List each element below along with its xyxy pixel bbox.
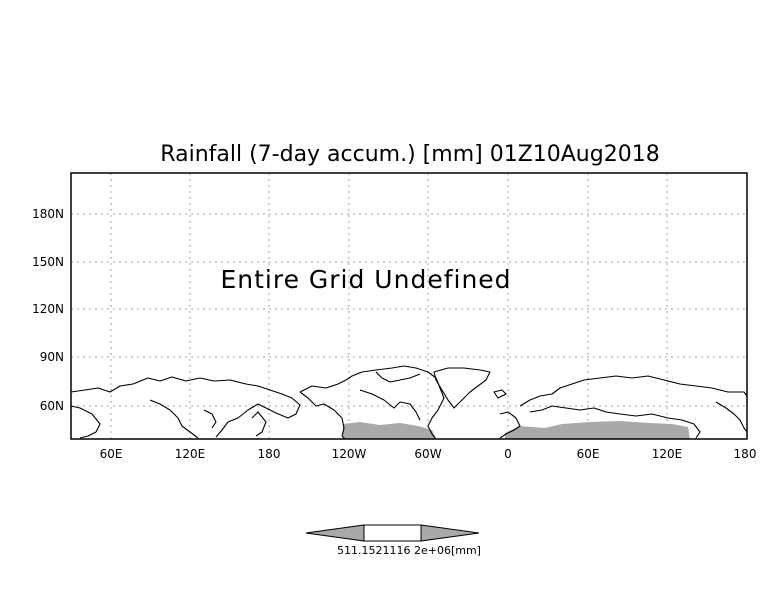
colorbar-right-arrow	[420, 524, 480, 542]
coastline-asia-right	[519, 375, 748, 407]
coastline-arctic-islands	[375, 371, 421, 383]
coastline-japan-left	[251, 411, 267, 437]
y-tick-label: 150N	[32, 255, 64, 269]
x-tick-label: 120E	[652, 447, 683, 461]
x-tick-label: 60W	[414, 447, 441, 461]
coastline-korea-left	[203, 409, 217, 429]
coastline-hudson-bay	[359, 389, 421, 421]
coastline-greenland	[433, 367, 491, 409]
x-tick-label: 180	[258, 447, 281, 461]
colorbar: 511.1521116 2e+06[mm]	[305, 524, 481, 557]
colorbar-left-arrow	[305, 524, 365, 542]
data-region-north-america	[343, 422, 436, 439]
map-plot-area: Entire Grid Undefined	[70, 172, 748, 440]
coastline-pacific-coast	[299, 391, 346, 440]
coastline-kamchatka	[715, 401, 748, 433]
y-axis: 180N 150N 120N 90N 60N	[32, 207, 64, 413]
undefined-grid-message: Entire Grid Undefined	[220, 265, 511, 294]
plot-background	[71, 173, 747, 439]
gridlines	[71, 173, 747, 439]
y-tick-label: 60N	[40, 399, 64, 413]
coastline-asia-left	[70, 376, 301, 438]
x-tick-label: 180	[734, 447, 757, 461]
colorbar-swatch	[363, 524, 422, 542]
y-tick-label: 90N	[40, 350, 64, 364]
x-tick-label: 120W	[332, 447, 367, 461]
x-axis: 60E 120E 180 120W 60W 0 60E 120E 180	[100, 447, 757, 461]
coastline-europe-right	[499, 411, 521, 439]
x-tick-label: 120E	[175, 447, 206, 461]
x-tick-label: 60E	[577, 447, 600, 461]
data-region-eurasia	[505, 421, 690, 439]
coastline-north-america	[299, 365, 445, 440]
plot-frame	[70, 172, 748, 440]
y-tick-label: 180N	[32, 207, 64, 221]
map-title: Rainfall (7-day accum.) [mm] 01Z10Aug201…	[160, 142, 659, 167]
coastline-china-left	[149, 399, 199, 439]
coastline-central-asia	[529, 405, 701, 439]
y-tick-label: 120N	[32, 302, 64, 316]
coastline-europe-left	[70, 405, 101, 439]
x-tick-label: 0	[504, 447, 512, 461]
x-tick-label: 60E	[100, 447, 123, 461]
coastlines	[70, 365, 748, 440]
coastline-iceland	[493, 389, 507, 399]
data-shading	[343, 421, 690, 439]
colorbar-label: 511.1521116 2e+06[mm]	[337, 544, 481, 557]
